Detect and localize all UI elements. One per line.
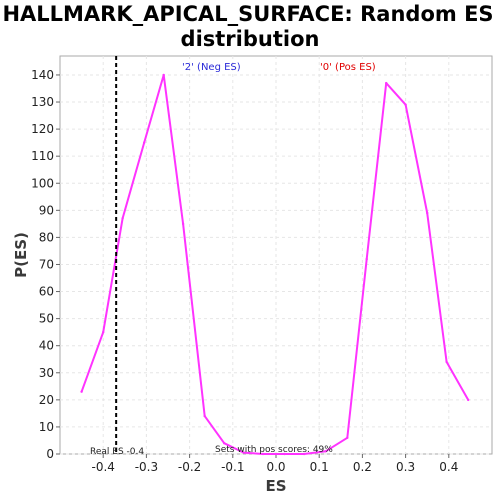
y-tick-label: 40 bbox=[39, 339, 54, 353]
y-tick-label: 0 bbox=[46, 447, 54, 461]
data-point bbox=[324, 450, 327, 453]
data-point bbox=[365, 257, 368, 261]
x-tick-label: -0.2 bbox=[178, 460, 201, 474]
data-point bbox=[162, 73, 165, 77]
y-tick-label: 60 bbox=[39, 285, 54, 299]
series-layer bbox=[80, 73, 470, 456]
y-tick-label: 50 bbox=[39, 312, 54, 326]
y-tick-label: 140 bbox=[31, 68, 54, 82]
y-tick-label: 90 bbox=[39, 203, 54, 217]
chart-title-line-2: distribution bbox=[181, 27, 320, 51]
y-tick-label: 80 bbox=[39, 230, 54, 244]
x-tick-label: 0.1 bbox=[310, 460, 329, 474]
y-tick-label: 10 bbox=[39, 420, 54, 434]
data-point bbox=[385, 81, 388, 85]
x-tick-label: -0.4 bbox=[91, 460, 114, 474]
data-point bbox=[181, 222, 185, 226]
data-point bbox=[203, 414, 206, 418]
x-tick-label: -0.1 bbox=[221, 460, 244, 474]
y-tick-label: 70 bbox=[39, 257, 54, 271]
data-point bbox=[346, 436, 349, 439]
x-tick-label: -0.3 bbox=[135, 460, 158, 474]
data-point bbox=[102, 331, 105, 334]
data-point bbox=[283, 452, 286, 456]
data-point bbox=[445, 360, 448, 364]
data-point bbox=[467, 398, 470, 402]
data-point bbox=[261, 452, 265, 456]
data-point bbox=[404, 103, 407, 106]
x-axis-ticks: -0.4 -0.3 -0.2 -0.1 0.0 0.1 0.2 0.3 0.4 bbox=[91, 454, 458, 474]
data-point bbox=[242, 451, 245, 454]
data-point bbox=[223, 442, 226, 445]
x-tick-label: 0.2 bbox=[353, 460, 372, 474]
data-point bbox=[426, 211, 429, 215]
y-tick-label: 20 bbox=[39, 393, 54, 407]
chart-title-line-1: HALLMARK_APICAL_SURFACE: Random ES bbox=[2, 2, 493, 26]
x-tick-label: 0.3 bbox=[396, 460, 415, 474]
y-tick-label: 30 bbox=[39, 366, 54, 380]
y-tick-label: 100 bbox=[31, 176, 54, 190]
y-axis-ticks: 0 10 20 30 40 50 60 70 80 90 100 110 120 130 140 bbox=[31, 68, 60, 461]
pos-sets-annotation: Sets with pos scores: 49% bbox=[215, 445, 333, 455]
data-point bbox=[80, 390, 83, 393]
x-axis-label: ES bbox=[265, 477, 286, 495]
legend-pos-es: '0' (Pos ES) bbox=[320, 62, 376, 73]
series-line bbox=[80, 74, 470, 455]
legend-neg-es: '2' (Neg ES) bbox=[182, 62, 241, 73]
data-point bbox=[143, 141, 146, 144]
y-axis-label: P(ES) bbox=[12, 232, 30, 278]
y-tick-label: 110 bbox=[31, 149, 54, 163]
data-point bbox=[302, 452, 306, 456]
real-es-annotation: Real ES -0.4 bbox=[90, 447, 144, 457]
y-tick-label: 130 bbox=[31, 95, 54, 109]
x-tick-label: 0.4 bbox=[439, 460, 458, 474]
x-tick-label: 0.0 bbox=[266, 460, 285, 474]
data-point bbox=[121, 217, 124, 220]
y-tick-label: 120 bbox=[31, 122, 54, 136]
gridlines bbox=[60, 56, 492, 455]
